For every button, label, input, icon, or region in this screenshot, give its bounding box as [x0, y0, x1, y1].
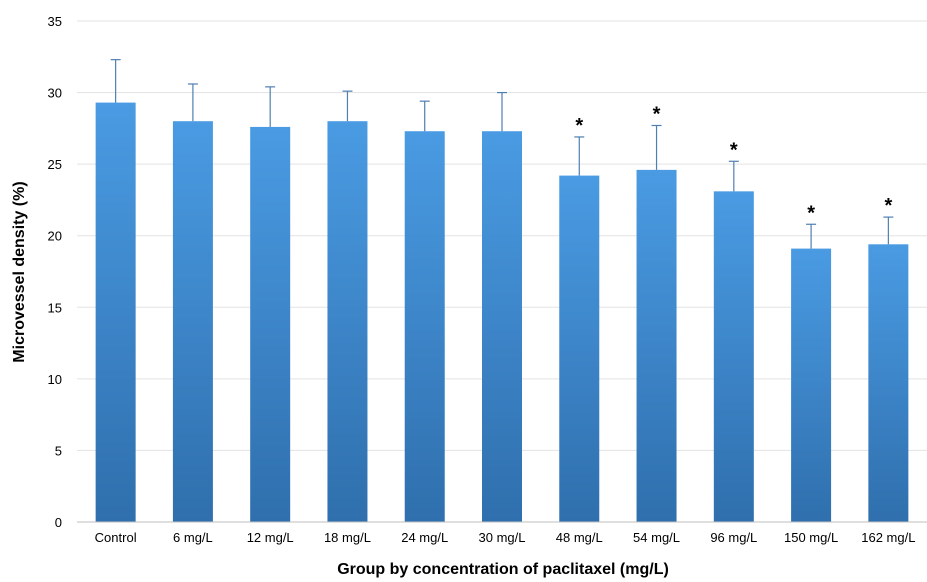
- bar-18-mg-l: [327, 121, 368, 522]
- x-tick-label: 150 mg/L: [784, 530, 838, 545]
- significance-asterisk: *: [653, 103, 661, 125]
- y-tick-label: 0: [55, 515, 62, 530]
- y-tick-label: 30: [48, 86, 62, 101]
- y-axis-title: Microvessel density (%): [11, 181, 28, 362]
- x-tick-label: Control: [95, 530, 137, 545]
- x-tick-label: 54 mg/L: [633, 530, 680, 545]
- x-tick-label: 12 mg/L: [247, 530, 294, 545]
- significance-markers: * * * * *: [575, 103, 892, 224]
- significance-asterisk: *: [575, 115, 583, 137]
- error-bars: [110, 59, 894, 249]
- y-tick-label: 35: [48, 14, 62, 29]
- x-axis-title: Group by concentration of paclitaxel (mg…: [337, 561, 669, 578]
- bar-6-mg-l: [172, 121, 213, 522]
- x-axis-tick-labels: Control 6 mg/L 12 mg/L 18 mg/L 24 mg/L 30 mg/…: [95, 530, 916, 545]
- y-tick-label: 10: [48, 372, 62, 387]
- bar-control: [95, 102, 136, 522]
- x-tick-label: 18 mg/L: [324, 530, 371, 545]
- bar-48-mg-l: [559, 175, 600, 522]
- x-tick-label: 96 mg/L: [710, 530, 757, 545]
- significance-asterisk: *: [884, 195, 892, 217]
- y-tick-label: 20: [48, 229, 62, 244]
- y-tick-label: 5: [55, 443, 62, 458]
- y-tick-label: 15: [48, 300, 62, 315]
- x-tick-label: 6 mg/L: [173, 530, 213, 545]
- bar-150-mg-l: [791, 248, 832, 522]
- x-tick-label: 24 mg/L: [401, 530, 448, 545]
- bars: [95, 102, 909, 522]
- x-tick-label: 48 mg/L: [556, 530, 603, 545]
- x-tick-label: 162 mg/L: [861, 530, 915, 545]
- y-axis-tick-labels: 0 5 10 15 20 25 30 35: [48, 14, 62, 530]
- significance-asterisk: *: [730, 139, 738, 161]
- bar-54-mg-l: [636, 169, 677, 522]
- bar-96-mg-l: [713, 191, 754, 522]
- bar-162-mg-l: [868, 244, 909, 522]
- bar-24-mg-l: [404, 131, 445, 522]
- x-tick-label: 30 mg/L: [479, 530, 526, 545]
- bar-12-mg-l: [250, 126, 291, 522]
- y-tick-label: 25: [48, 157, 62, 172]
- significance-asterisk: *: [807, 202, 815, 224]
- bar-30-mg-l: [482, 131, 522, 522]
